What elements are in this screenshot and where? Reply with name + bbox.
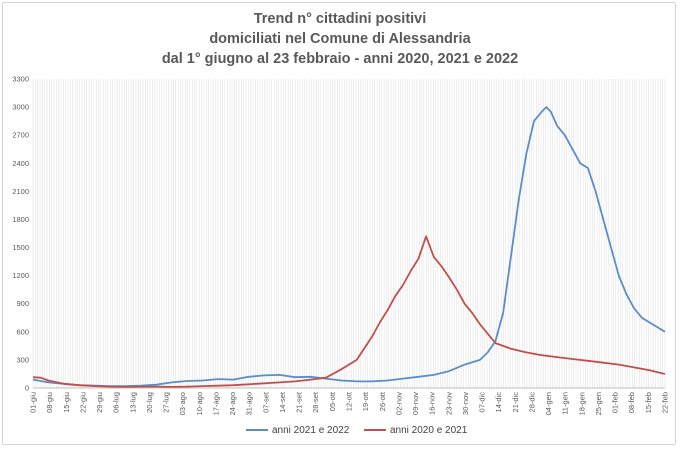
y-tick-label: 1200 [12, 271, 29, 280]
x-tick-label: 21-dic [511, 392, 520, 413]
x-tick-label: 24-ago [228, 392, 237, 415]
x-tick-label: 15-giu [62, 392, 71, 413]
x-tick-label: 15-feb [644, 392, 653, 413]
x-tick-label: 02-nov [394, 392, 403, 415]
series-line-0 [32, 106, 666, 388]
y-tick-label: 3300 [12, 75, 29, 84]
x-tick-label: 22-feb [661, 392, 670, 413]
y-tick-label: 3000 [12, 103, 29, 112]
x-tick-label: 26-ott [378, 391, 387, 411]
x-tick-label: 16-nov [428, 392, 437, 415]
line-chart: 0 300 600 900 1200 1500 1800 2100 2400 2700 3000 33… [12, 75, 670, 437]
x-tick-label: 17-ago [211, 392, 220, 415]
x-tick-label: 09-nov [411, 392, 420, 415]
chart-title: Trend n° cittadini positivi domiciliati … [3, 9, 677, 69]
chart-title-line-1: Trend n° cittadini positivi [253, 11, 427, 27]
x-tick-label: 21-set [295, 391, 304, 413]
x-tick-label: 19-ott [361, 391, 370, 411]
y-axis-ticks: 0 300 600 900 1200 1500 1800 2100 2400 2700 3000 33… [12, 75, 29, 393]
y-tick-label: 300 [16, 355, 29, 364]
legend-label-1: anni 2020 e 2021 [390, 425, 468, 436]
x-tick-label: 07-set [261, 391, 270, 413]
x-tick-label: 28-dic [527, 392, 536, 413]
series-lines [32, 106, 666, 388]
y-tick-label: 1800 [12, 215, 29, 224]
y-tick-label: 1500 [12, 243, 29, 252]
legend-label-0: anni 2021 e 2022 [272, 425, 350, 436]
x-tick-label: 18-gen [577, 392, 586, 415]
x-tick-label: 29-giu [95, 392, 104, 413]
x-tick-label: 11-gen [561, 392, 570, 415]
x-tick-label: 30-nov [461, 392, 470, 415]
x-tick-label: 14-dic [494, 392, 503, 413]
y-tick-label: 0 [25, 384, 29, 393]
x-tick-label: 01-feb [611, 392, 620, 413]
x-tick-label: 14-set [278, 391, 287, 413]
y-tick-label: 600 [16, 327, 29, 336]
chart-title-line-2: domiciliati nel Comune di Alessandria [209, 31, 471, 47]
x-tick-label: 22-giu [78, 392, 87, 413]
x-tick-label: 05-ott [328, 391, 337, 411]
series-line-1 [32, 235, 666, 388]
y-tick-label: 2700 [12, 131, 29, 140]
x-tick-label: 08-giu [45, 392, 54, 413]
x-tick-label: 20-lug [145, 392, 154, 413]
x-tick-label: 31-ago [245, 392, 254, 415]
x-tick-label: 25-gen [594, 392, 603, 415]
x-tick-label: 04-gen [544, 392, 553, 415]
y-tick-label: 2400 [12, 159, 29, 168]
x-tick-label: 13-lug [128, 392, 137, 413]
grid-lines [32, 79, 666, 388]
x-tick-label: 01-giu [29, 392, 38, 413]
x-tick-label: 10-ago [195, 392, 204, 415]
y-tick-label: 2100 [12, 187, 29, 196]
y-tick-label: 900 [16, 299, 29, 308]
chart-frame: Trend n° cittadini positivi domiciliati … [2, 2, 676, 445]
legend: anni 2021 e 2022 anni 2020 e 2021 [246, 425, 468, 436]
x-tick-label: 07-dic [478, 392, 487, 413]
x-tick-label: 06-lug [112, 392, 121, 413]
x-tick-label: 23-nov [444, 392, 453, 415]
x-tick-label: 03-ago [178, 392, 187, 415]
chart-title-line-3: dal 1° giugno al 23 febbraio - anni 2020… [161, 51, 519, 67]
x-axis-ticks: 01-giu 08-giu 15-giu 22-giu 29-giu 06-lug 13-l… [29, 391, 670, 415]
x-tick-label: 28-set [311, 391, 320, 413]
x-tick-label: 27-lug [162, 392, 171, 413]
x-tick-label: 12-ott [345, 391, 354, 411]
x-tick-label: 08-feb [627, 392, 636, 413]
